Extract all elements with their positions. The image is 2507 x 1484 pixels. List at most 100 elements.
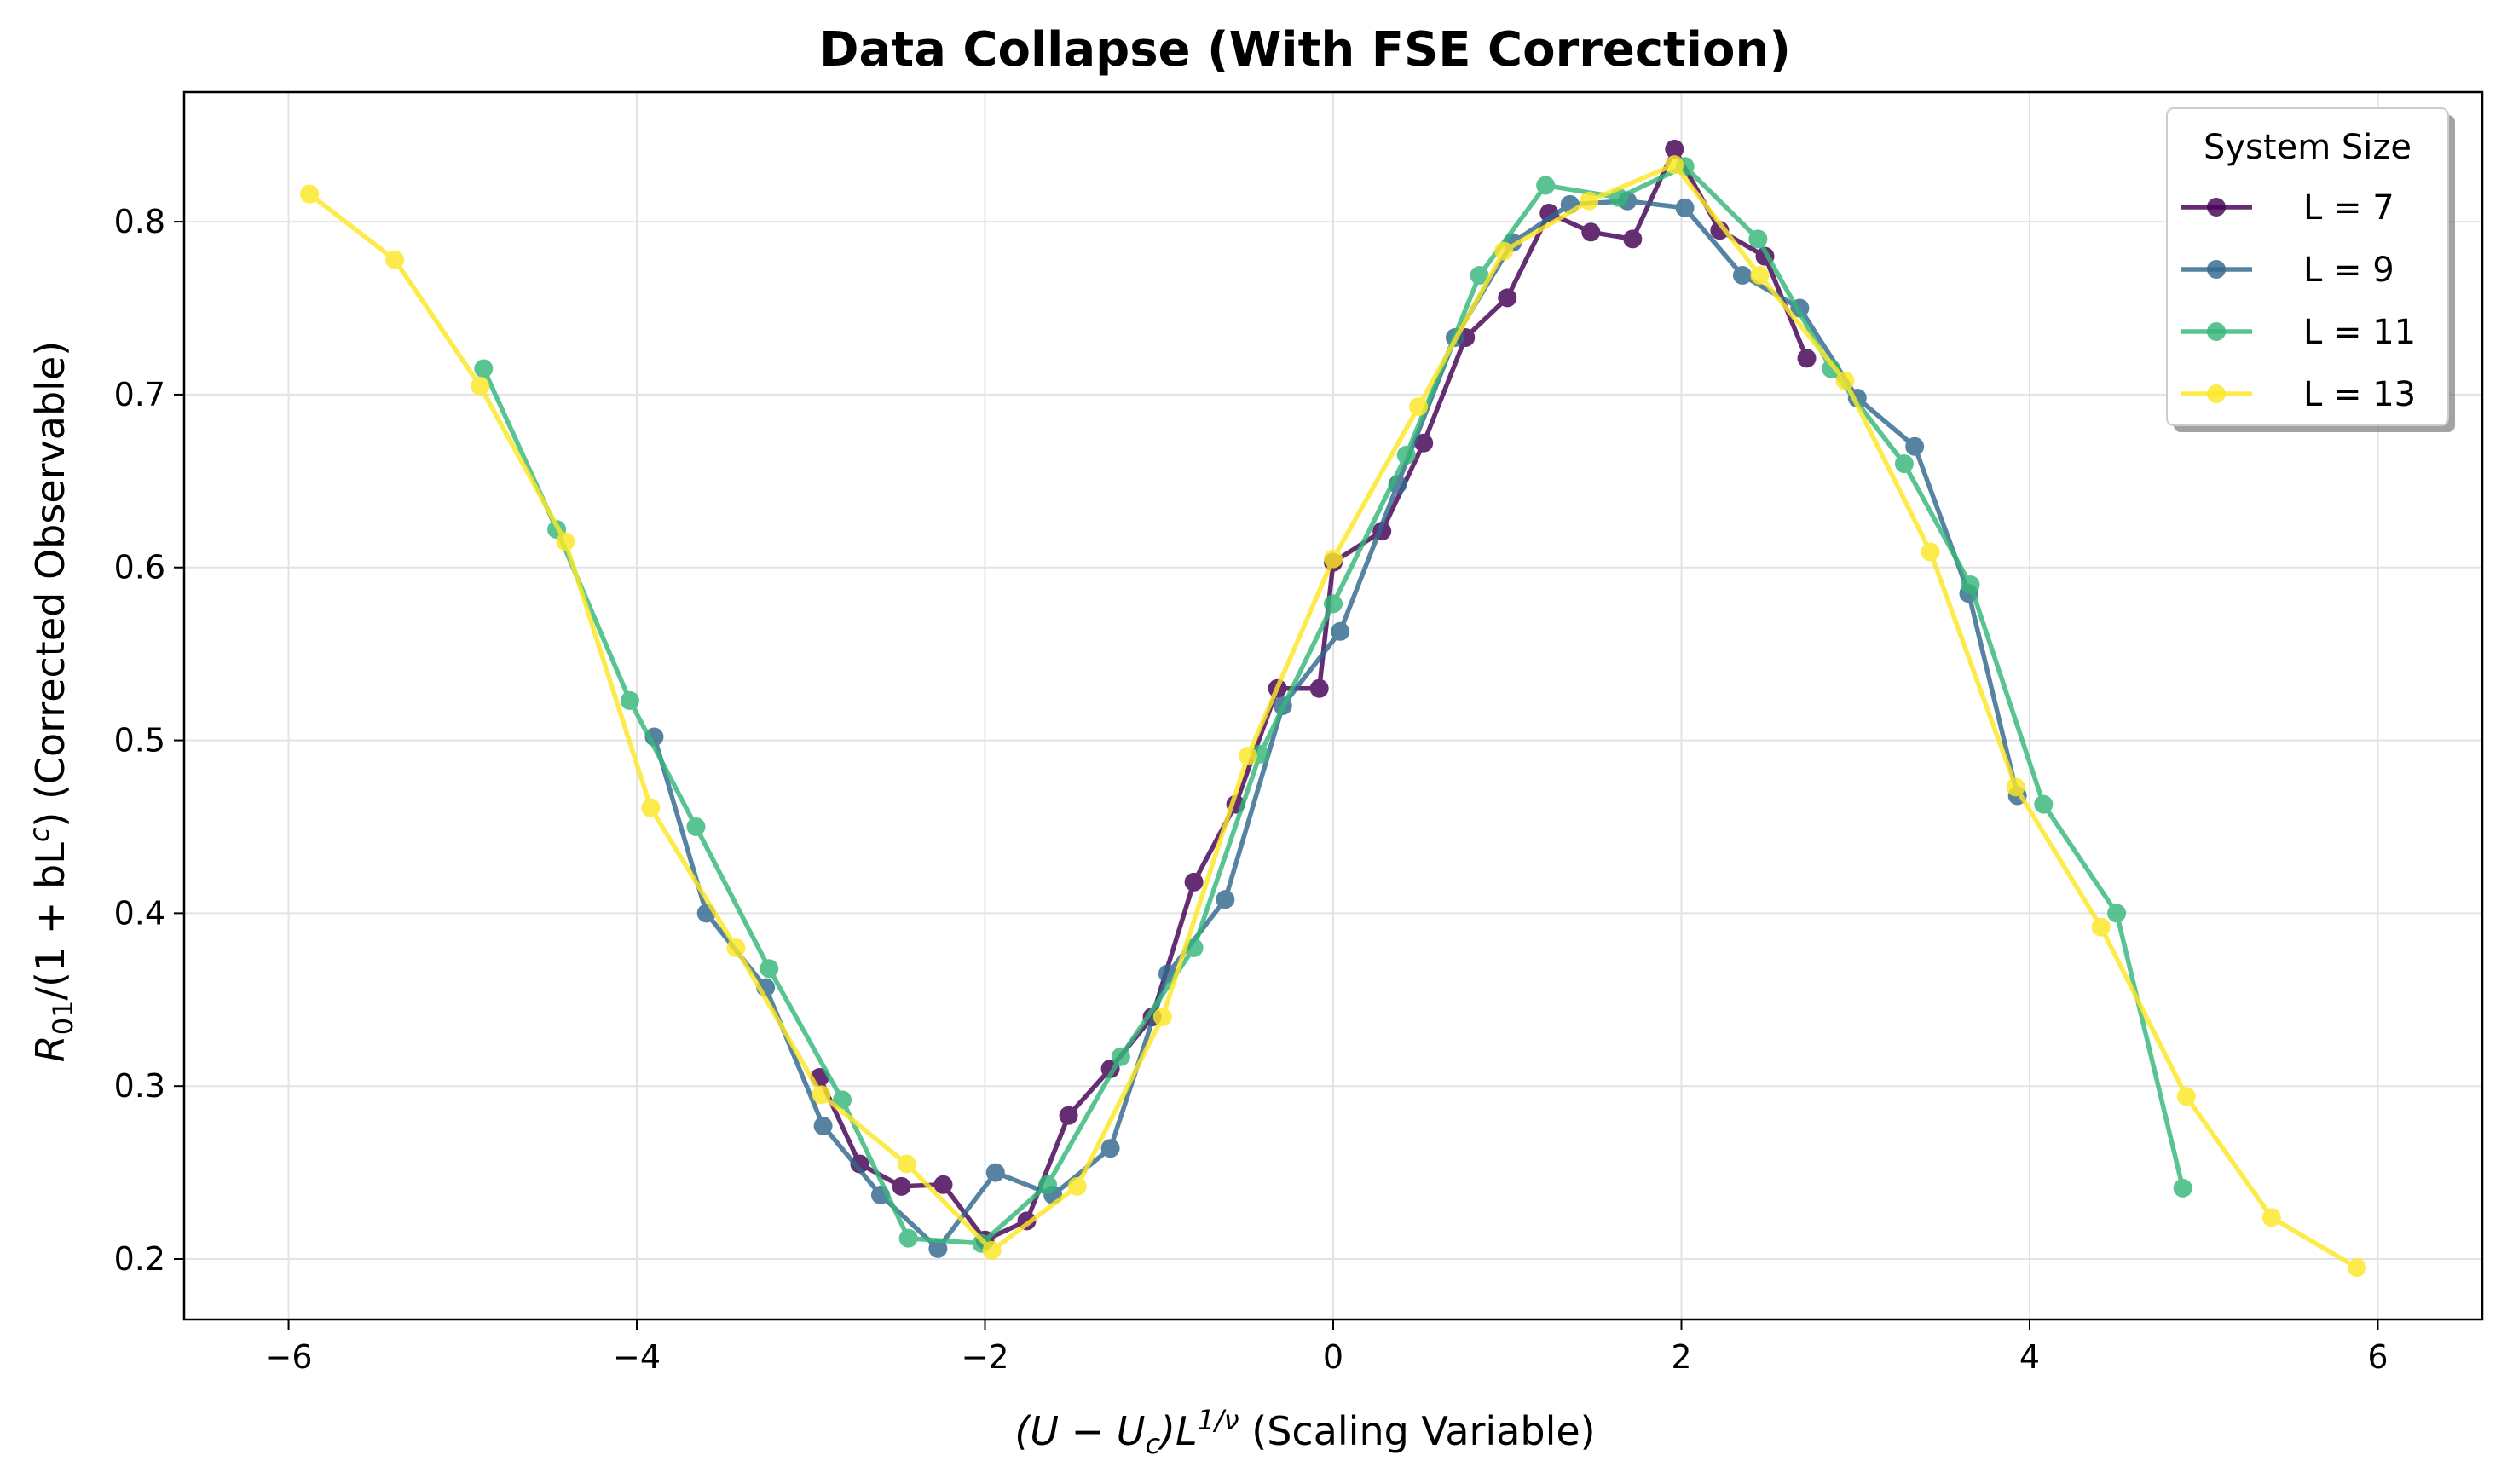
data-point — [892, 1176, 911, 1196]
data-point — [812, 1085, 831, 1105]
data-point — [1184, 938, 1204, 957]
y-tick-label: 0.8 — [114, 203, 165, 240]
y-axis-label-mid: /(1 + bL — [27, 842, 73, 1001]
data-point — [1396, 445, 1416, 465]
data-point — [1750, 265, 1770, 285]
y-axis-label-sub: 01 — [47, 1001, 79, 1036]
data-point — [1623, 229, 1643, 249]
data-point — [1414, 433, 1434, 453]
data-point — [1111, 1047, 1130, 1066]
data-point — [385, 250, 405, 269]
x-axis-label-prefix: (U − U — [1014, 1408, 1145, 1454]
data-point — [1324, 549, 1343, 569]
series-3 — [474, 157, 2192, 1253]
data-point — [982, 1240, 1002, 1260]
data-point — [1409, 397, 1429, 417]
data-point — [2107, 904, 2127, 923]
data-point — [1494, 241, 1514, 261]
legend-box — [2166, 107, 2449, 426]
legend-swatch-marker — [2207, 260, 2226, 279]
data-point — [1580, 191, 1599, 211]
data-point — [620, 690, 639, 710]
data-point — [1216, 890, 1235, 909]
data-point — [1331, 621, 1350, 641]
data-point — [1238, 746, 1257, 765]
legend-label: L = 9 — [2303, 251, 2394, 290]
y-axis-label-r: R — [27, 1035, 73, 1062]
data-point — [1675, 198, 1695, 217]
data-point — [1470, 265, 1489, 285]
data-point — [471, 376, 490, 396]
legend-title: System Size — [2204, 128, 2412, 167]
data-point — [641, 798, 661, 817]
data-point — [933, 1175, 953, 1194]
data-point — [1536, 176, 1556, 195]
data-point — [1038, 1175, 1058, 1194]
legend-label: L = 11 — [2303, 313, 2416, 352]
x-tick-label: 2 — [1671, 1338, 1691, 1376]
x-tick-label: −4 — [613, 1338, 661, 1376]
legend-label: L = 7 — [2303, 188, 2394, 228]
y-tick-label: 0.3 — [114, 1067, 165, 1105]
data-point — [1665, 139, 1684, 159]
data-point — [2173, 1178, 2192, 1198]
legend-swatch-marker — [2207, 322, 2226, 341]
legend-swatch-marker — [2207, 384, 2226, 403]
y-tick-label: 0.6 — [114, 549, 165, 586]
data-point — [1835, 371, 1855, 390]
legend-swatch-marker — [2207, 198, 2226, 217]
data-point — [2006, 777, 2025, 797]
x-axis-label-mid: )L — [1158, 1408, 1198, 1454]
data-point — [1152, 1008, 1172, 1027]
y-axis-label-sup: c — [23, 827, 55, 842]
data-point — [686, 817, 706, 836]
series-layer — [300, 139, 2366, 1278]
data-point — [1059, 1106, 1078, 1125]
data-point — [985, 1163, 1005, 1182]
data-point — [898, 1228, 918, 1248]
data-point — [1309, 678, 1329, 698]
data-point — [833, 1090, 852, 1110]
y-tick-label: 0.2 — [114, 1240, 165, 1278]
data-point — [1905, 436, 1925, 456]
legend-entries: L = 7 L = 9 L = 11 L = 13 — [2181, 188, 2416, 414]
data-point — [897, 1154, 916, 1174]
grid — [184, 92, 2482, 1319]
data-point — [300, 184, 320, 204]
x-tick-label: 6 — [2367, 1338, 2388, 1376]
data-point — [1498, 288, 1517, 308]
legend-label: L = 13 — [2303, 375, 2416, 414]
x-axis-label-suffix: (Scaling Variable) — [1239, 1408, 1596, 1454]
ticks: −6 −4 −2 0 2 4 6 0.2 0.3 0.4 0.5 0.6 0.7 0.8 — [114, 203, 2389, 1376]
legend: System Size L = 7 L = 9 L = 11 L = 13 — [2166, 107, 2455, 432]
x-tick-label: 0 — [1323, 1338, 1343, 1376]
x-axis-label-sup: 1/ν — [1198, 1404, 1239, 1436]
data-point — [2347, 1258, 2366, 1278]
data-point — [1961, 575, 1980, 595]
data-point — [1822, 359, 1841, 378]
series-1 — [810, 139, 1817, 1250]
x-axis-label: (U − Uc)L1/ν (Scaling Variable) — [1014, 1404, 1595, 1460]
data-point — [1748, 229, 1768, 249]
data-point — [813, 1116, 833, 1135]
data-point — [1732, 265, 1752, 285]
y-tick-label: 0.4 — [114, 894, 165, 932]
data-point — [2034, 794, 2054, 814]
data-point — [556, 532, 575, 551]
data-point — [1921, 542, 1940, 562]
data-point — [2091, 917, 2111, 937]
data-point — [928, 1239, 948, 1258]
x-tick-label: 4 — [2019, 1338, 2040, 1376]
data-point — [474, 359, 494, 378]
series-4 — [300, 155, 2366, 1278]
y-tick-label: 0.5 — [114, 722, 165, 759]
data-point — [850, 1154, 869, 1174]
data-point — [1894, 454, 1914, 474]
x-axis-label-sub: c — [1145, 1428, 1160, 1460]
data-point — [1665, 155, 1684, 175]
chart-title: Data Collapse (With FSE Correction) — [819, 22, 1791, 78]
data-point — [2176, 1087, 2196, 1106]
y-axis-label: R01/(1 + bLc) (Corrected Observable) — [23, 341, 79, 1062]
data-point — [2261, 1208, 2281, 1227]
